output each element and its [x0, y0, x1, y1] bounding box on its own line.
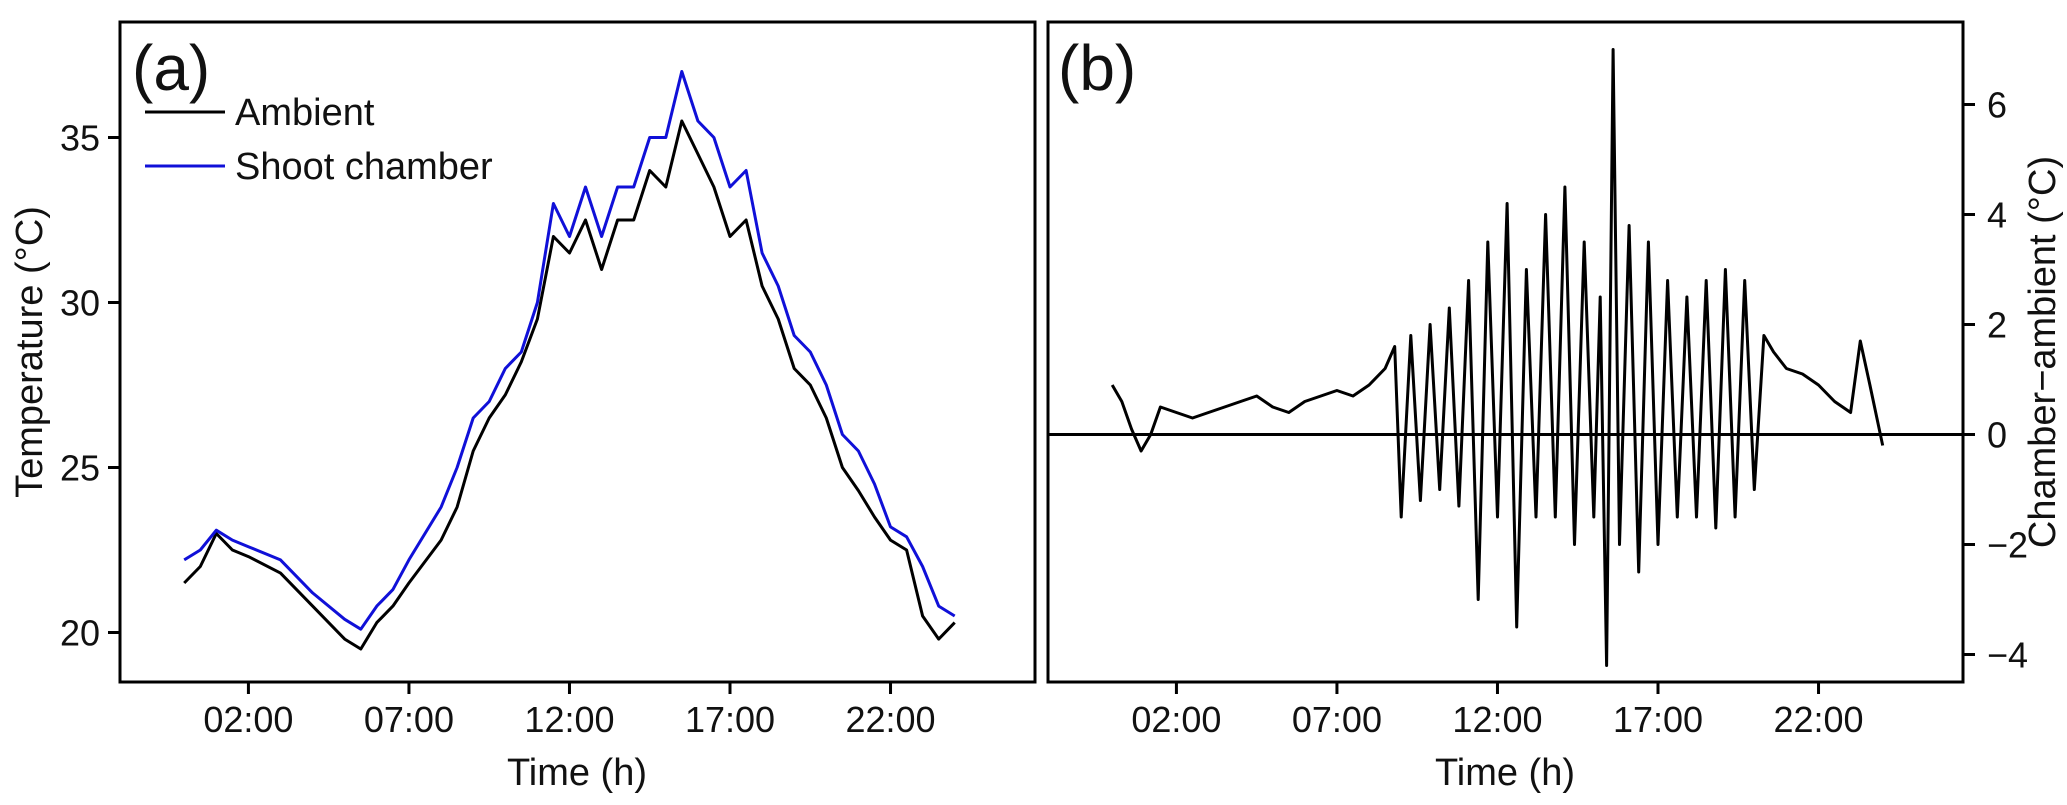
panel-b-y-axis-label: Chamber−ambient (°C)	[2022, 156, 2064, 548]
panel-b-x-tick-label: 07:00	[1292, 699, 1382, 740]
panel-b-y-tick-label: −4	[1987, 635, 2028, 676]
panel-b-y-tick-label: 2	[1987, 305, 2007, 346]
panel-a-x-tick-label: 12:00	[524, 699, 614, 740]
panel-a-series-line-ambient	[183, 119, 956, 651]
panel-b-x-axis-label: Time (h)	[1435, 752, 1575, 794]
panel-b-x-ticks: 02:00 07:00 12:00 17:00 22:00	[1131, 682, 1864, 740]
legend-ambient-label: Ambient	[235, 92, 375, 134]
panel-a-series-line-shoot-chamber	[183, 70, 956, 631]
panel-a-label: (a)	[132, 32, 210, 104]
legend-shoot-chamber-label: Shoot chamber	[235, 146, 493, 188]
panel-a-legend: Ambient Shoot chamber	[145, 92, 493, 188]
panel-a-x-tick-label: 22:00	[845, 699, 935, 740]
panel-b-y-ticks: −4 −2 0 2 4 6	[1963, 85, 2028, 676]
panel-a-plot-frame	[118, 20, 1037, 684]
panel-b-x-tick-label: 17:00	[1613, 699, 1703, 740]
panel-b-y-tick-label: 0	[1987, 415, 2007, 456]
panel-a-x-tick-label: 17:00	[685, 699, 775, 740]
panel-b-series-line-0	[1110, 48, 1885, 667]
panel-a-y-tick-label: 30	[60, 283, 100, 324]
panel-b-x-tick-label: 02:00	[1131, 699, 1221, 740]
panel-b: 02:00 07:00 12:00 17:00 22:00 −4 −2 0 2 4 6 (b) T…	[1046, 20, 2064, 794]
panel-a-x-tick-label: 07:00	[364, 699, 454, 740]
panel-a-y-tick-label: 20	[60, 613, 100, 654]
panel-a-x-axis-label: Time (h)	[507, 752, 647, 794]
panel-a-y-axis-label: Temperature (°C)	[9, 206, 51, 498]
panel-b-x-tick-label: 22:00	[1773, 699, 1863, 740]
panel-a-y-ticks: 20 25 30 35	[60, 118, 120, 654]
panel-a-y-tick-label: 25	[60, 448, 100, 489]
panel-a-y-tick-label: 35	[60, 118, 100, 159]
panel-b-plot-frame	[1046, 20, 1965, 684]
panel-a: 02:00 07:00 12:00 17:00 22:00 20 25 30 35 (a) A…	[9, 20, 1037, 794]
panel-a-x-tick-label: 02:00	[203, 699, 293, 740]
panel-b-x-tick-label: 12:00	[1452, 699, 1542, 740]
panel-b-y-tick-label: 6	[1987, 85, 2007, 126]
panel-a-series-group	[183, 70, 956, 651]
panel-b-label: (b)	[1058, 32, 1136, 104]
panel-b-series-group	[1110, 48, 1885, 667]
panel-b-y-tick-label: −2	[1987, 525, 2028, 566]
panel-a-x-ticks: 02:00 07:00 12:00 17:00 22:00	[203, 682, 936, 740]
panel-b-y-tick-label: 4	[1987, 195, 2007, 236]
